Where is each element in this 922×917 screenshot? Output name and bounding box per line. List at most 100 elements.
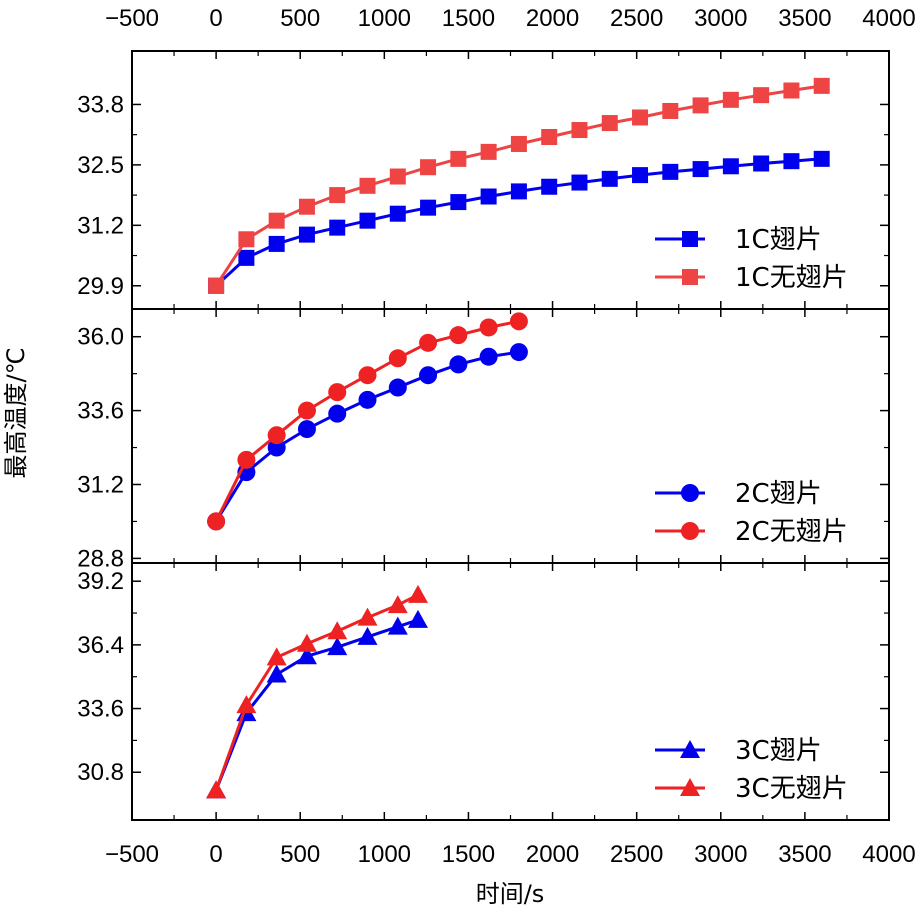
data-point: [541, 129, 558, 145]
data-point: [419, 366, 438, 385]
data-point: [722, 158, 739, 175]
data-point: [238, 249, 255, 266]
data-point: [327, 637, 348, 656]
series-line: [215, 157, 822, 287]
data-point: [571, 122, 588, 139]
x-tick-label: 0: [209, 841, 222, 868]
series-1C无翅片: [208, 77, 830, 294]
data-point: [632, 167, 649, 184]
data-point: [450, 194, 467, 211]
y-tick-label: 31.2: [77, 212, 124, 239]
data-point: [783, 153, 800, 170]
data-point: [298, 198, 315, 215]
data-point: [357, 626, 378, 645]
legend-label: 2C翅片: [735, 479, 822, 509]
x-tick-label-top: 2000: [526, 5, 579, 32]
x-tick-label-top: 2500: [610, 5, 663, 32]
data-point: [662, 102, 679, 119]
panel-1-legend: 1C翅片 1C无翅片: [655, 225, 848, 293]
x-tick-label: −500: [105, 841, 159, 868]
legend-label: 3C无翅片: [735, 774, 848, 804]
y-tick-label: 31.2: [77, 471, 124, 498]
data-point: [420, 199, 437, 216]
data-point: [509, 343, 528, 362]
panel-2: 28.8 31.2 33.6 36.0 2C翅片 2C无翅片: [77, 308, 890, 572]
data-point: [632, 109, 649, 126]
data-point: [328, 383, 347, 402]
data-point: [266, 664, 287, 683]
legend-label: 2C无翅片: [735, 517, 848, 547]
y-tick-label: 36.0: [77, 324, 124, 351]
legend-label: 1C无翅片: [735, 263, 848, 293]
data-point: [783, 82, 800, 99]
x-axis-bottom: −500 0 500 1000 1500 2000 2500 3000 3500 4000: [105, 841, 916, 868]
data-point: [359, 177, 376, 194]
data-point: [813, 150, 830, 167]
x-tick-label-top: 1500: [442, 5, 495, 32]
data-point: [449, 355, 468, 374]
x-axis-top: −500 0 500 1000 1500 2000 2500 3000 3500 4000: [105, 5, 916, 32]
data-point: [480, 188, 497, 205]
y-tick-label: 32.5: [77, 152, 124, 179]
data-point: [692, 161, 709, 178]
data-point: [358, 366, 377, 385]
y-axis-title: 最高温度/℃: [2, 347, 30, 478]
data-point: [238, 231, 255, 248]
data-point: [389, 205, 406, 222]
legend-marker: [680, 778, 700, 796]
y-tick-label: 28.8: [77, 545, 124, 572]
data-point: [237, 450, 256, 469]
panel-1: 29.9 31.2 32.5 33.8 1C翅片 1C无翅片: [77, 50, 890, 310]
data-point: [450, 150, 467, 167]
y-tick-label: 30.8: [77, 759, 124, 786]
data-point: [359, 212, 376, 229]
x-tick-label: 3000: [694, 841, 747, 868]
data-point: [541, 178, 558, 195]
x-tick-label: 1000: [358, 841, 411, 868]
x-tick-label-top: 0: [209, 5, 222, 32]
data-point: [296, 646, 317, 665]
legend-marker: [680, 740, 700, 758]
series-1C翅片: [208, 150, 830, 294]
x-tick-label-top: 500: [280, 5, 320, 32]
x-tick-label: 4000: [862, 841, 915, 868]
series-line: [214, 593, 419, 791]
legend-marker: [681, 484, 699, 502]
data-point: [236, 695, 257, 714]
legend-label: 1C翅片: [735, 225, 822, 255]
data-point: [480, 143, 497, 160]
series-2C翅片: [207, 343, 528, 531]
data-point: [329, 187, 346, 204]
data-point: [296, 633, 317, 652]
x-tick-label-top: −500: [105, 5, 159, 32]
y-tick-label: 33.8: [77, 91, 124, 118]
legend-marker: [681, 522, 699, 540]
data-point: [407, 609, 428, 628]
data-point: [389, 168, 406, 185]
data-point: [420, 159, 437, 176]
data-point: [267, 438, 286, 457]
y-tick-label: 36.4: [77, 632, 124, 659]
data-point: [266, 647, 287, 666]
y-tick-label: 33.6: [77, 696, 124, 723]
series-2C无翅片: [207, 312, 528, 531]
data-point: [268, 212, 285, 229]
data-point: [297, 420, 316, 439]
data-point: [207, 512, 226, 531]
x-tick-label: 3500: [778, 841, 831, 868]
data-point: [327, 621, 348, 640]
x-tick-label: 2000: [526, 841, 579, 868]
series-line: [214, 319, 520, 523]
panel-2-legend: 2C翅片 2C无翅片: [655, 479, 848, 547]
legend-marker: [682, 231, 698, 247]
data-point: [509, 312, 528, 331]
data-point: [419, 333, 438, 352]
data-point: [267, 426, 286, 445]
data-point: [601, 115, 618, 132]
data-point: [662, 163, 679, 180]
data-point: [479, 347, 498, 366]
y-tick-label: 33.6: [77, 398, 124, 425]
series-3C无翅片: [206, 584, 428, 799]
x-tick-label-top: 3000: [694, 5, 747, 32]
